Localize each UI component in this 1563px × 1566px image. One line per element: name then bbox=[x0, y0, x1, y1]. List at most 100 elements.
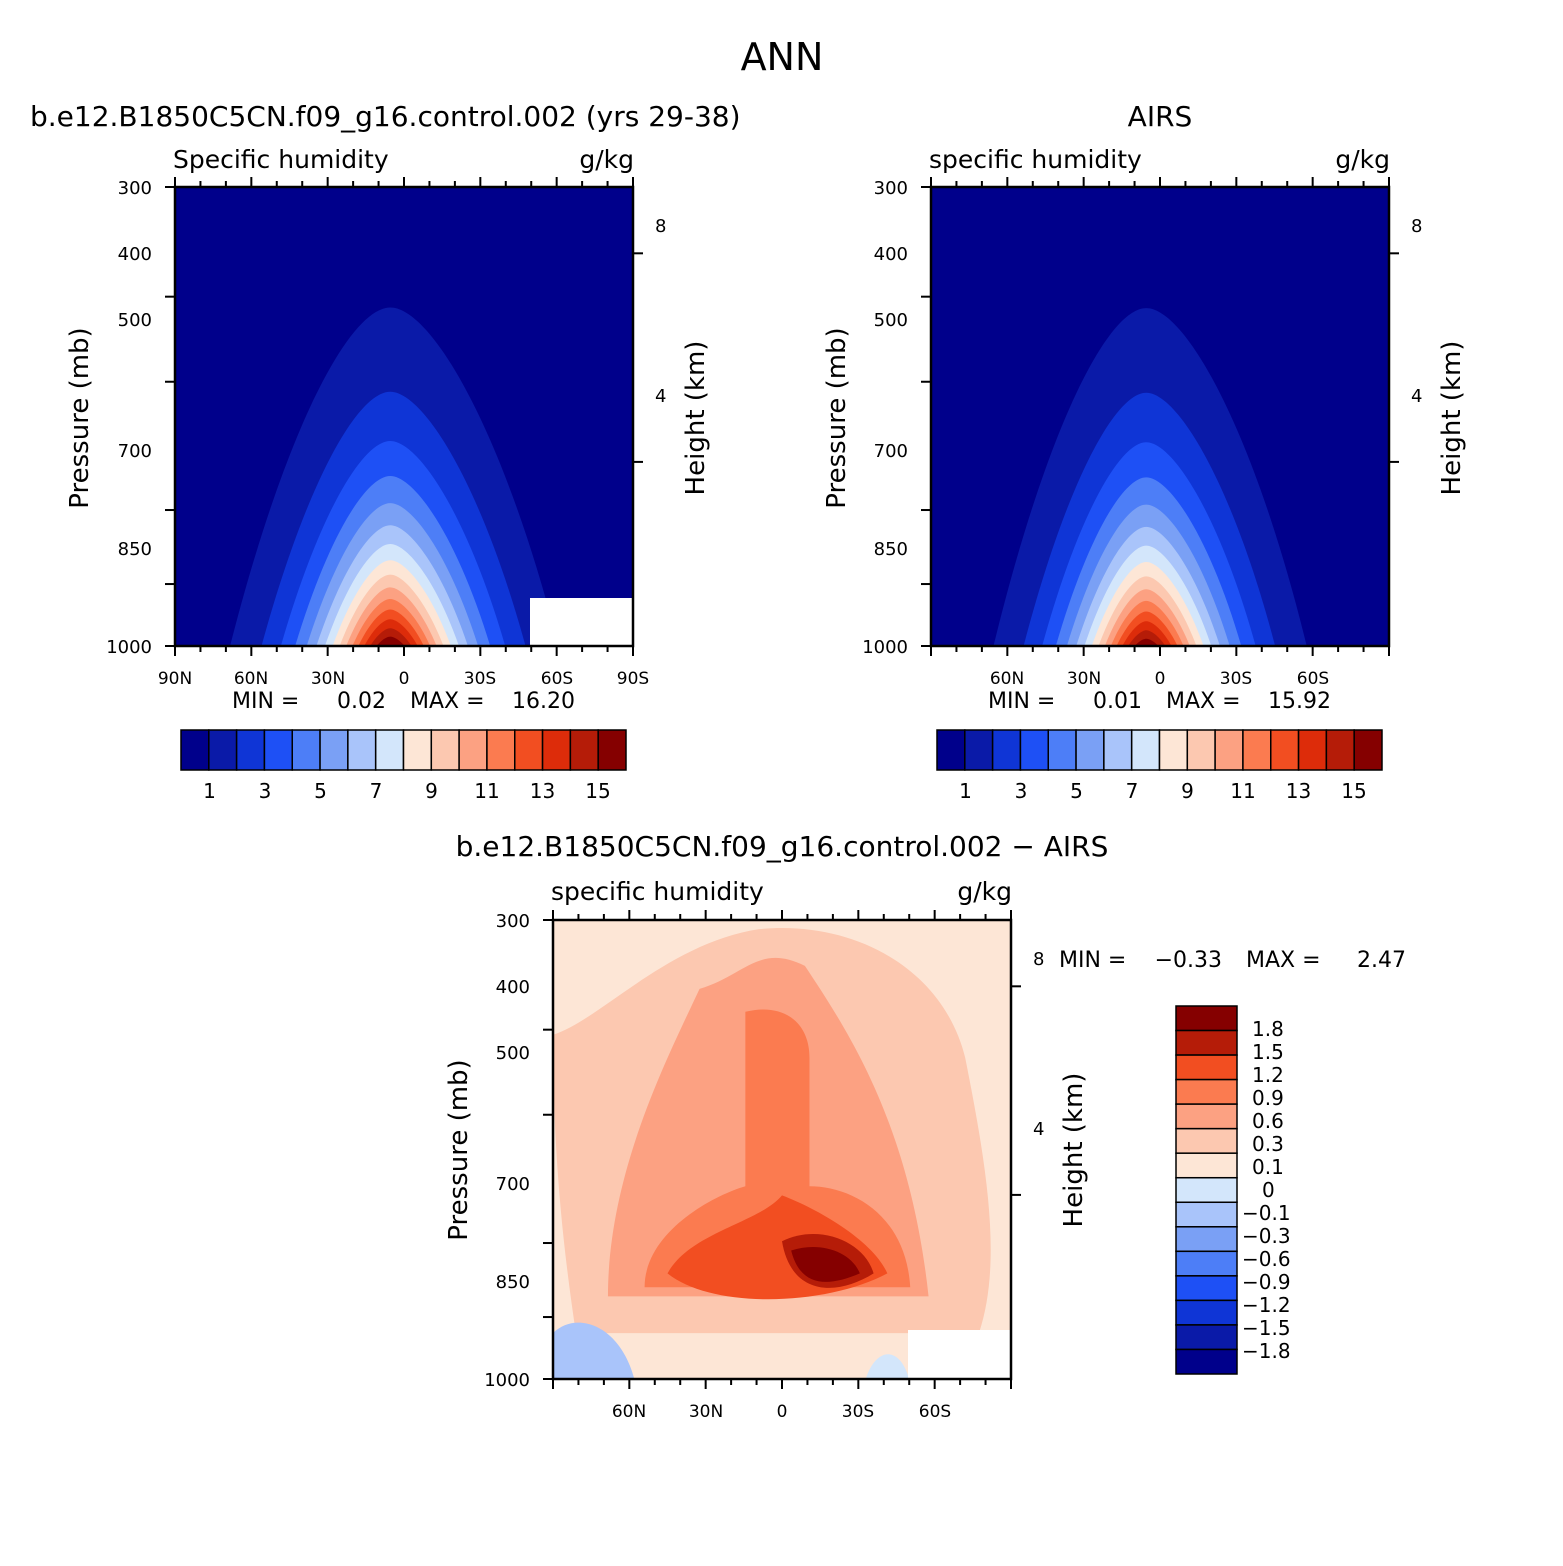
obs-x-tick-30n: 30N bbox=[1067, 669, 1101, 689]
colorbar-box bbox=[347, 729, 377, 771]
colorbar-box bbox=[936, 729, 966, 771]
model-colorbar bbox=[180, 729, 627, 771]
colorbar-box bbox=[1297, 729, 1328, 771]
diff-max-value: 2.47 bbox=[1357, 948, 1406, 973]
model-y-tick-300: 300 bbox=[118, 178, 152, 199]
model-cbar-label-3: 3 bbox=[259, 779, 272, 803]
colorbar-box bbox=[1175, 1029, 1238, 1056]
model-y-tick-400: 400 bbox=[118, 244, 152, 265]
diff-x-tick-30s: 30S bbox=[842, 1402, 874, 1422]
obs-x-tick-0: 0 bbox=[1155, 669, 1166, 689]
colorbar-box bbox=[514, 729, 544, 771]
obs-units: g/kg bbox=[1335, 145, 1390, 174]
diff-y-tick-400: 400 bbox=[496, 977, 530, 998]
diff-cbar-label-1.8: 1.8 bbox=[1252, 1017, 1284, 1041]
contour-band bbox=[1128, 630, 1166, 646]
diff-min-value: −0.33 bbox=[1155, 948, 1222, 973]
diff-cbar-label-m0.1: −0.1 bbox=[1242, 1201, 1291, 1225]
contour-band bbox=[1134, 638, 1159, 646]
obs-variable-label: specific humidity bbox=[929, 145, 1142, 174]
colorbar-box bbox=[235, 729, 266, 771]
panel-diff: b.e12.B1850C5CN.f09_g16.control.002 − AI… bbox=[444, 830, 1406, 1422]
diff-cbar-label-0.3: 0.3 bbox=[1252, 1132, 1284, 1156]
model-max-label: MAX = bbox=[410, 689, 485, 714]
model-ylabel: Pressure (mb) bbox=[65, 327, 95, 508]
colorbar-box bbox=[402, 729, 433, 771]
colorbar-box bbox=[1047, 729, 1077, 771]
obs-case-title: AIRS bbox=[1128, 100, 1193, 133]
obs-y-tick-500: 500 bbox=[874, 310, 908, 331]
colorbar-box bbox=[1075, 729, 1105, 771]
diff-x-tick-0: 0 bbox=[777, 1402, 788, 1422]
colorbar-box bbox=[964, 729, 994, 771]
obs-contour-field bbox=[931, 187, 1389, 646]
obs-cbar-label-11: 11 bbox=[1230, 779, 1255, 803]
colorbar-box bbox=[430, 729, 460, 771]
obs-y2-tick-4: 4 bbox=[1411, 386, 1422, 407]
diff-colorbar bbox=[1175, 1005, 1238, 1375]
colorbar-box bbox=[1175, 1348, 1238, 1375]
model-cbar-label-7: 7 bbox=[370, 779, 383, 803]
colorbar-box bbox=[1175, 1103, 1238, 1130]
colorbar-box bbox=[1103, 729, 1133, 771]
model-x-tick-60s: 60S bbox=[541, 669, 573, 689]
colorbar-box bbox=[180, 729, 210, 771]
colorbar-box bbox=[1270, 729, 1300, 771]
diff-y2label: Height (km) bbox=[1059, 1073, 1089, 1228]
diff-min-label: MIN = bbox=[1059, 948, 1126, 973]
obs-cbar-label-5: 5 bbox=[1070, 779, 1083, 803]
model-y2-tick-8: 8 bbox=[655, 216, 666, 237]
obs-y-tick-700: 700 bbox=[874, 441, 908, 462]
colorbar-box bbox=[1175, 1299, 1238, 1326]
model-contour-field bbox=[175, 187, 633, 646]
obs-cbar-label-15: 15 bbox=[1341, 779, 1366, 803]
model-x-tick-0: 0 bbox=[399, 669, 410, 689]
obs-y-tick-1000: 1000 bbox=[862, 637, 908, 658]
model-units: g/kg bbox=[579, 145, 634, 174]
obs-cbar-label-13: 13 bbox=[1286, 779, 1311, 803]
colorbar-box bbox=[208, 729, 238, 771]
diff-x-tick-60s: 60S bbox=[919, 1402, 951, 1422]
colorbar-box bbox=[1325, 729, 1355, 771]
diff-cbar-label-m1.2: −1.2 bbox=[1242, 1293, 1291, 1317]
colorbar-box bbox=[1186, 729, 1216, 771]
contour-band bbox=[791, 1246, 860, 1282]
diff-ylabel: Pressure (mb) bbox=[444, 1059, 474, 1240]
diff-cbar-label-m1.5: −1.5 bbox=[1242, 1316, 1291, 1340]
diff-cbar-label-m0.9: −0.9 bbox=[1242, 1270, 1291, 1294]
model-cbar-label-1: 1 bbox=[203, 779, 216, 803]
colorbar-box bbox=[1158, 729, 1189, 771]
contour-band bbox=[553, 1322, 635, 1379]
obs-colorbar bbox=[936, 729, 1383, 771]
model-cbar-label-15: 15 bbox=[585, 779, 610, 803]
colorbar-box bbox=[458, 729, 488, 771]
diff-cbar-label-0.6: 0.6 bbox=[1252, 1109, 1284, 1133]
diff-y-tick-850: 850 bbox=[496, 1272, 530, 1293]
diff-cbar-label-m0.6: −0.6 bbox=[1242, 1247, 1291, 1271]
contour-band bbox=[865, 1354, 909, 1379]
obs-cbar-label-3: 3 bbox=[1015, 779, 1028, 803]
model-cbar-label-5: 5 bbox=[314, 779, 327, 803]
obs-cbar-label-1: 1 bbox=[959, 779, 972, 803]
model-y-tick-500: 500 bbox=[118, 310, 152, 331]
colorbar-box bbox=[319, 729, 349, 771]
diff-cbar-label-m1.8: −1.8 bbox=[1242, 1339, 1291, 1363]
colorbar-box bbox=[374, 729, 405, 771]
diff-cbar-label-0: 0 bbox=[1262, 1178, 1275, 1202]
diff-x-tick-30n: 30N bbox=[689, 1402, 723, 1422]
model-min-value: 0.02 bbox=[337, 689, 386, 714]
diff-y-tick-500: 500 bbox=[496, 1043, 530, 1064]
contour-band bbox=[376, 636, 405, 646]
diff-cbar-label-m0.3: −0.3 bbox=[1242, 1224, 1291, 1248]
model-case-title: b.e12.B1850C5CN.f09_g16.control.002 (yrs… bbox=[30, 100, 741, 133]
obs-ylabel: Pressure (mb) bbox=[822, 327, 852, 508]
diff-y-tick-300: 300 bbox=[496, 911, 530, 932]
model-x-tick-30s: 30S bbox=[464, 669, 496, 689]
model-cbar-label-11: 11 bbox=[474, 779, 499, 803]
diff-y2-tick-4: 4 bbox=[1033, 1119, 1044, 1140]
model-x-tick-30n: 30N bbox=[311, 669, 345, 689]
diff-y-tick-1000: 1000 bbox=[484, 1370, 530, 1391]
colorbar-box bbox=[1175, 1078, 1238, 1105]
obs-y-tick-300: 300 bbox=[874, 178, 908, 199]
